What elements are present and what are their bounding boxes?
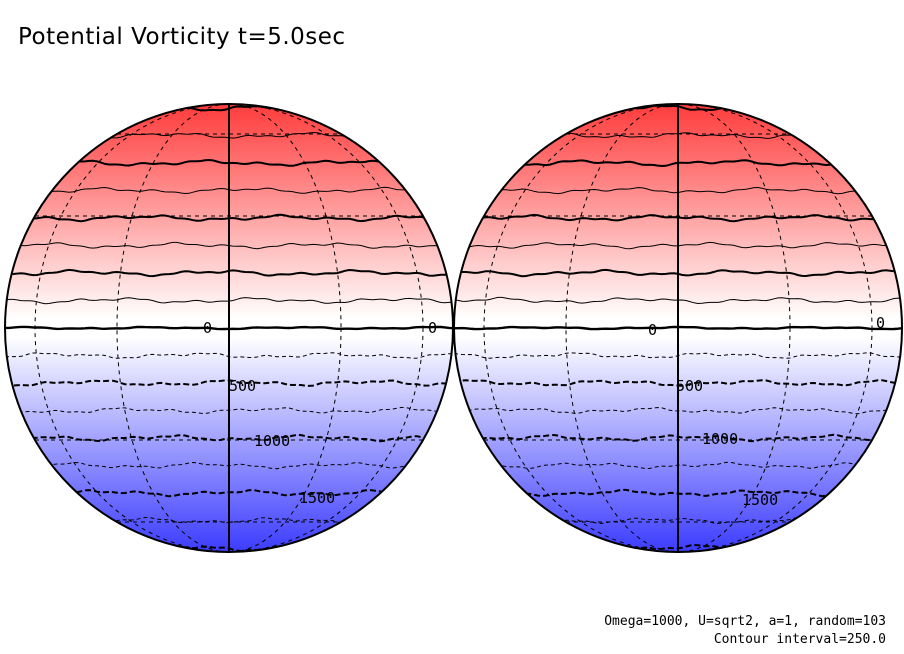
chart-title: Potential Vorticity t=5.0sec (18, 24, 346, 50)
contour-label: 1500 (299, 489, 335, 507)
contour-label: 0 (876, 314, 885, 332)
meridian-line (565, 104, 791, 552)
contour-label: 500 (229, 377, 256, 395)
contour-label: 0 (648, 321, 657, 339)
contour-label: 1000 (254, 432, 290, 450)
contour-label: 1000 (702, 430, 738, 448)
globe-outline (453, 103, 903, 553)
meridian-line (483, 104, 873, 552)
contour-label: 0 (203, 319, 212, 337)
contour-label: 500 (676, 377, 703, 395)
parameters-caption: Omega=1000, U=sqrt2, a=1, random=103 (604, 614, 886, 629)
meridian-line (34, 104, 424, 552)
left-hemisphere: 0 0 500 1000 1500 (4, 103, 454, 553)
contour-label: 1500 (742, 491, 778, 509)
meridian-line (116, 104, 342, 552)
contour-interval-caption: Contour interval=250.0 (713, 632, 886, 647)
contour-label: 0 (428, 319, 437, 337)
right-hemisphere: 0 0 500 1000 1500 (453, 103, 903, 553)
